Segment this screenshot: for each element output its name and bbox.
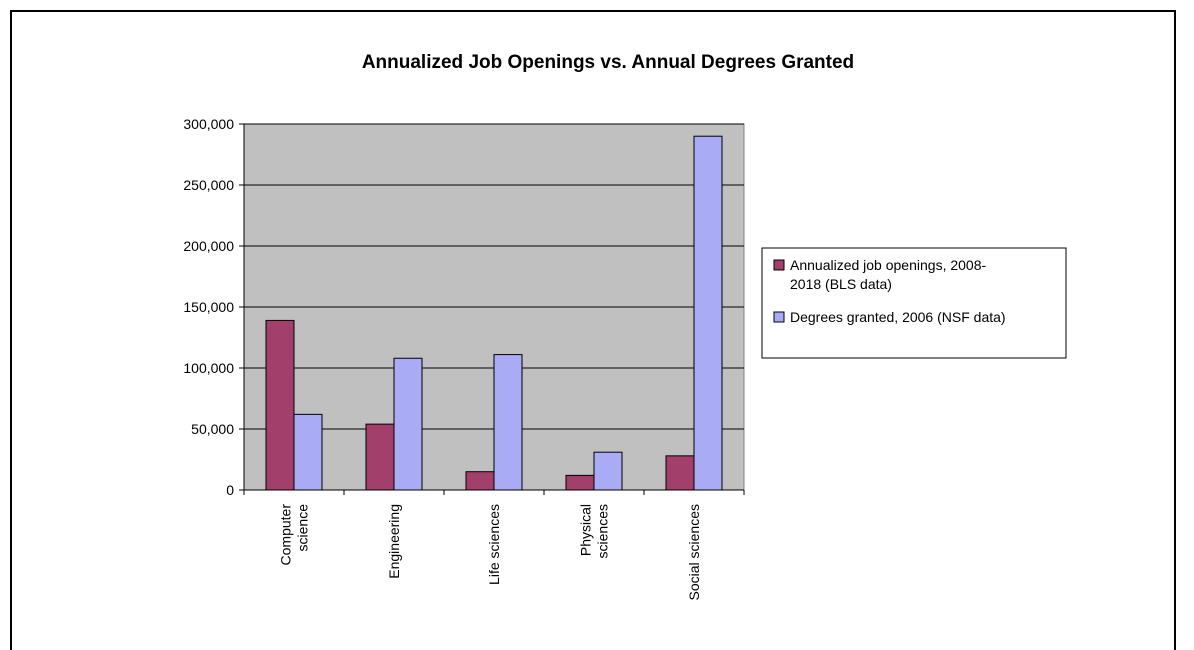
x-tick-label: Social sciences (686, 504, 702, 601)
bar-job-openings (265, 319, 295, 491)
chart-title: Annualized Job Openings vs. Annual Degre… (362, 52, 854, 73)
y-tick-label: 300,000 (183, 116, 234, 132)
y-tick-label: 100,000 (183, 360, 234, 376)
bar-degrees-granted (293, 413, 323, 491)
bar-degrees-granted (593, 451, 623, 491)
y-tick-label: 200,000 (183, 238, 234, 254)
y-tick-label: 0 (226, 482, 234, 498)
chart-frame: Annualized Job Openings vs. Annual Degre… (10, 10, 1176, 650)
plot-area: 0 50,000 100,000 150,000 200,000 250,000 300,0… (183, 116, 745, 601)
x-tick-label: Physicalsciences (578, 504, 611, 558)
y-tick-label: 150,000 (183, 299, 234, 315)
legend-box (761, 247, 1067, 359)
x-tick-label: Computerscience (278, 504, 311, 566)
legend-entry: Degrees granted, 2006 (NSF data) (790, 309, 1006, 325)
legend-swatch (773, 259, 785, 271)
bar-job-openings (465, 471, 495, 491)
x-tick-label: Engineering (386, 504, 402, 579)
bar-job-openings (565, 474, 595, 491)
bar-degrees-granted (393, 357, 423, 491)
bar-degrees-granted (693, 135, 723, 491)
bar-degrees-granted (493, 354, 523, 491)
y-tick-label: 50,000 (191, 421, 234, 437)
bar-job-openings (665, 455, 695, 491)
y-tick-label: 250,000 (183, 177, 234, 193)
legend-entry: Annualized job openings, 2008-2018 (BLS … (790, 257, 986, 292)
bar-job-openings (365, 423, 395, 491)
bar-chart: Annualized Job Openings vs. Annual Degre… (183, 52, 1067, 601)
legend-swatch (773, 311, 785, 323)
x-tick-label: Life sciences (486, 504, 502, 585)
legend: Annualized job openings, 2008-2018 (BLS … (761, 247, 1067, 359)
